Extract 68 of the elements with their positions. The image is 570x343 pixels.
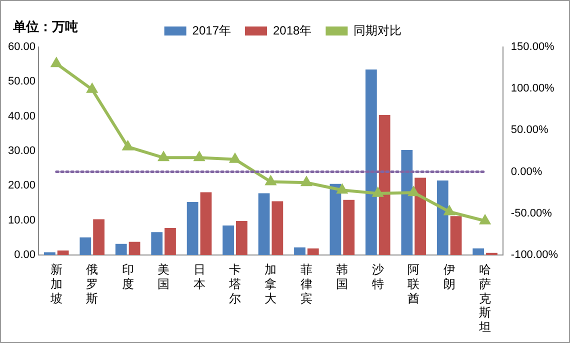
x-tick-label: 俄罗斯 <box>86 262 98 306</box>
bar <box>330 184 342 255</box>
y-tick-label: 0.00 <box>14 249 36 262</box>
y2-tick-label: -100.00% <box>510 249 558 262</box>
x-tick-label: 新加坡 <box>49 262 62 306</box>
x-tick-label: 阿联酋 <box>408 262 420 306</box>
bar <box>93 219 104 255</box>
bar <box>128 242 140 255</box>
bar <box>222 226 234 255</box>
point <box>408 187 419 196</box>
y2-tick-label: 0.00% <box>510 166 542 178</box>
legend-label: 2018年 <box>273 23 312 38</box>
x-tick-label: 菲律宾 <box>300 262 312 306</box>
legend-label: 同期对比 <box>354 23 402 38</box>
point <box>51 58 62 68</box>
bar <box>378 114 390 255</box>
bar <box>472 248 484 255</box>
y-tick-label: 20.00 <box>8 180 36 192</box>
y-axis-title: 单位：万吨 <box>13 19 78 36</box>
point <box>194 152 204 162</box>
bar <box>414 178 426 255</box>
point <box>301 177 312 186</box>
y2-tick-label: 100.00% <box>510 82 555 95</box>
bar <box>272 201 284 255</box>
x-tick-label: 美国 <box>158 262 170 291</box>
point <box>230 154 240 163</box>
x-tick-label: 韩国 <box>336 262 348 291</box>
point <box>337 184 348 194</box>
bar <box>80 237 92 255</box>
bar <box>307 248 319 255</box>
x-tick-label: 卡塔尔 <box>228 262 241 306</box>
y-tick-label: 30.00 <box>8 145 36 158</box>
x-tick-label: 伊朗 <box>443 262 456 291</box>
x-tick-label: 印度 <box>122 262 134 291</box>
y-tick-label: 50.00 <box>8 76 36 88</box>
bar <box>115 244 127 255</box>
bar <box>450 216 462 255</box>
point <box>158 152 169 162</box>
bar <box>365 70 377 255</box>
bar <box>44 252 56 255</box>
x-tick-label: 日本 <box>193 262 206 291</box>
x-tick-label: 沙特 <box>372 262 384 291</box>
y-tick-label: 10.00 <box>8 214 36 226</box>
bar <box>401 150 413 255</box>
bar <box>294 247 306 255</box>
bar <box>186 202 198 255</box>
x-tick-label: 哈萨克斯坦 <box>478 262 492 334</box>
bar <box>164 228 176 255</box>
y-tick-label: 60.00 <box>8 41 36 54</box>
bar <box>57 250 69 255</box>
legend-label: 2017年 <box>192 23 232 38</box>
point <box>266 176 276 186</box>
bar <box>200 192 212 255</box>
bar <box>436 180 448 255</box>
point <box>122 141 133 150</box>
bar <box>236 221 248 255</box>
y2-tick-label: 50.00% <box>510 124 548 136</box>
point <box>444 206 454 216</box>
point <box>480 215 490 224</box>
bar <box>343 200 355 255</box>
y2-tick-label: -50.00% <box>510 207 552 220</box>
bar <box>258 193 270 255</box>
bar <box>151 232 163 255</box>
y2-tick-label: 150.00% <box>510 41 555 54</box>
point <box>372 188 383 197</box>
x-tick-label: 加拿大 <box>264 262 277 306</box>
y-tick-label: 40.00 <box>8 110 36 122</box>
point <box>87 84 98 93</box>
